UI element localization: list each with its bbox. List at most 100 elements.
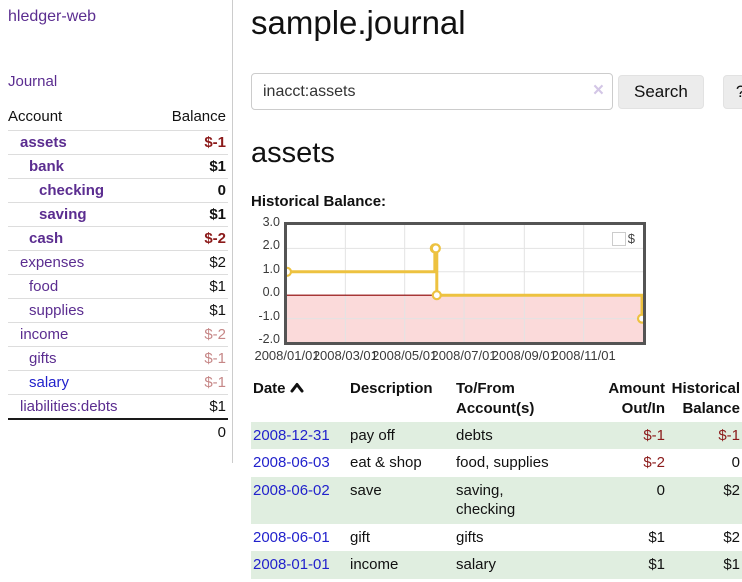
legend-label: $ — [627, 231, 635, 246]
transaction-amount: $1 — [648, 556, 665, 574]
account-balance: 0 — [154, 178, 228, 203]
transaction-date-link[interactable]: 2008-01-01 — [253, 556, 330, 574]
account-link-gifts[interactable]: gifts — [29, 350, 57, 367]
account-link-food[interactable]: food — [29, 278, 59, 295]
account-balance: $1 — [154, 298, 228, 323]
account-row-liabilities-debts: liabilities:debts $1 — [8, 394, 228, 419]
transaction-date-link[interactable]: 2008-12-31 — [253, 426, 330, 444]
transaction-description: save — [350, 481, 382, 499]
account-link-assets[interactable]: assets — [20, 134, 67, 151]
transaction-description: eat & shop — [350, 454, 422, 472]
account-link-saving[interactable]: saving — [39, 206, 87, 223]
x-axis-tick-label: 2008/11/01 — [551, 348, 616, 363]
register-header-description: Description — [350, 380, 433, 397]
sidebar: hledger-web Journal Account Balance asse… — [0, 0, 233, 463]
accounts-header-account: Account — [8, 108, 63, 125]
y-axis-tick-label: -2.0 — [258, 332, 280, 346]
transaction-amount: $-1 — [643, 426, 665, 444]
accounts-total-row: 0 — [8, 418, 228, 445]
transaction-date-link[interactable]: 2008-06-02 — [253, 481, 330, 499]
transaction-balance: $2 — [723, 481, 740, 499]
transaction-accounts: salary — [456, 556, 497, 574]
account-row-supplies: supplies $1 — [8, 298, 228, 323]
register-row: 2008-06-01 gift gifts $1 $2 — [251, 524, 742, 552]
register-table: Date Description To/From Account(s) Amou… — [251, 376, 742, 579]
account-row-salary: salary $-1 — [8, 370, 228, 395]
search-button[interactable]: Search — [618, 74, 704, 109]
search-form: × Search ? — [251, 73, 742, 110]
account-balance: $2 — [154, 250, 228, 275]
account-balance: $-1 — [154, 370, 228, 395]
account-balance: $1 — [154, 202, 228, 227]
chart-title: Historical Balance: — [251, 193, 387, 210]
chart-legend: $ — [611, 231, 635, 246]
search-input[interactable] — [251, 73, 613, 110]
accounts-total-value: 0 — [8, 418, 228, 445]
account-balance: $1 — [154, 154, 228, 179]
account-link-checking[interactable]: checking — [39, 182, 105, 199]
register-header-row: Date Description To/From Account(s) Amou… — [251, 376, 742, 422]
account-row-checking: checking 0 — [8, 178, 228, 203]
register-row: 2008-06-02 save saving, checking 0 $2 — [251, 476, 742, 524]
y-axis-tick-label: 2.0 — [262, 238, 280, 253]
transaction-amount: $-2 — [643, 454, 665, 472]
app-title-link[interactable]: hledger-web — [8, 8, 97, 25]
register-row: 2008-06-03 eat & shop food, supplies $-2… — [251, 449, 742, 477]
register-row: 2008-12-31 pay off debts $-1 $-1 — [251, 421, 742, 450]
x-axis-tick-label: 2008/07/01 — [431, 348, 497, 363]
account-balance: $-1 — [154, 346, 228, 371]
transaction-date-link[interactable]: 2008-06-03 — [253, 454, 330, 472]
transaction-accounts: gifts — [456, 528, 484, 546]
register-header-balance: Historical Balance — [671, 380, 740, 417]
transaction-balance: 0 — [731, 454, 740, 472]
account-link-liabilities-debts[interactable]: liabilities:debts — [20, 398, 118, 415]
x-axis-tick-label: 2008/01/01 — [254, 348, 320, 363]
transaction-amount: 0 — [656, 481, 665, 499]
account-row-saving: saving $1 — [8, 202, 228, 227]
account-link-bank[interactable]: bank — [29, 158, 65, 175]
chart-canvas — [287, 225, 643, 342]
transaction-amount: $1 — [648, 528, 665, 546]
transaction-accounts: saving, checking — [456, 481, 516, 519]
account-link-cash[interactable]: cash — [29, 230, 64, 247]
account-balance: $-1 — [154, 130, 228, 155]
account-row-food: food $1 — [8, 274, 228, 299]
sort-ascending-icon — [290, 379, 304, 399]
sidebar-item-journal[interactable]: Journal — [8, 73, 58, 90]
account-link-expenses[interactable]: expenses — [20, 254, 85, 271]
page-title: sample.journal — [251, 4, 466, 41]
y-axis-tick-label: 3.0 — [262, 215, 280, 229]
account-link-salary[interactable]: salary — [29, 374, 70, 391]
main-content: sample.journal × Search ? assets Histori… — [233, 0, 742, 579]
account-row-gifts: gifts $-1 — [8, 346, 228, 371]
account-balance: $-2 — [154, 322, 228, 347]
historical-balance-chart: 3.0 2.0 1.0 0.0 -1.0 -2.0 $ 2008/01/01 2008/03… — [251, 215, 742, 363]
legend-swatch — [611, 231, 626, 246]
transaction-accounts: debts — [456, 426, 493, 444]
register-header-date[interactable]: Date — [251, 376, 348, 422]
accounts-table: Account Balance assets $-1 bank $1 check… — [8, 105, 228, 445]
transaction-description: income — [350, 556, 399, 574]
y-axis-tick-label: 0.0 — [262, 285, 280, 300]
chart-plot-area: $ — [284, 222, 646, 345]
transaction-description: gift — [350, 528, 371, 546]
x-axis-tick-label: 2008/05/01 — [372, 348, 438, 363]
transaction-description: pay off — [350, 426, 395, 444]
transaction-balance: $2 — [723, 528, 740, 546]
transaction-date-link[interactable]: 2008-06-01 — [253, 528, 330, 546]
account-link-income[interactable]: income — [20, 326, 69, 343]
register-row: 2008-01-01 income salary $1 $1 — [251, 551, 742, 579]
transaction-balance: $-1 — [718, 426, 740, 444]
account-link-supplies[interactable]: supplies — [29, 302, 85, 319]
transaction-balance: $1 — [723, 556, 740, 574]
account-row-bank: bank $1 — [8, 154, 228, 179]
x-axis-tick-label: 2008/03/01 — [312, 348, 378, 363]
account-balance: $1 — [154, 274, 228, 299]
clear-search-icon[interactable]: × — [592, 80, 604, 101]
x-axis-tick-label: 2008/09/01 — [491, 348, 557, 363]
y-axis-tick-label: 1.0 — [262, 261, 280, 276]
help-button[interactable]: ? — [722, 74, 742, 109]
transaction-accounts: food, supplies — [456, 454, 549, 472]
account-row-expenses: expenses $2 — [8, 250, 228, 275]
